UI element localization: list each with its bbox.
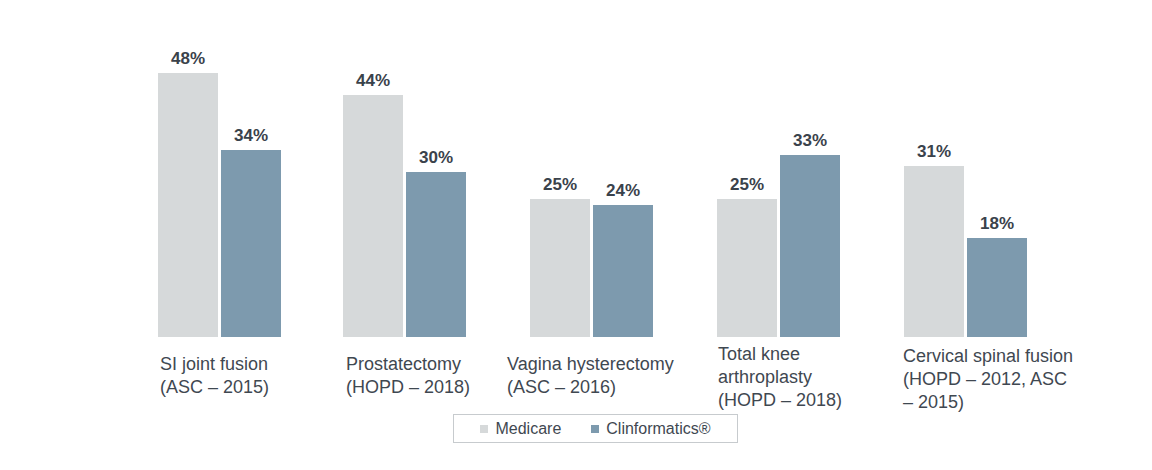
legend-item-clinformatics: Clinformatics® [591, 421, 710, 437]
value-label-clinformatics-3: 24% [593, 182, 653, 199]
legend-swatch-medicare [480, 425, 488, 433]
category-label-4: Total knee arthroplasty (HOPD – 2018) [718, 343, 842, 412]
bar-chart-canvas: 48% 44% 25% 25% 31% 34% 30% 24% 33% 18% SI joint f… [0, 0, 1152, 470]
value-label-clinformatics-5: 18% [967, 215, 1027, 232]
bar-medicare-1 [158, 73, 218, 337]
category-label-2: Prostatectomy (HOPD – 2018) [346, 353, 470, 399]
legend-swatch-clinformatics [591, 425, 599, 433]
category-label-1: SI joint fusion (ASC – 2015) [160, 353, 269, 399]
bar-clinformatics-2 [406, 172, 466, 337]
value-label-medicare-5: 31% [904, 143, 964, 160]
value-label-medicare-4: 25% [717, 176, 777, 193]
bar-medicare-4 [717, 199, 777, 337]
legend-item-medicare: Medicare [480, 421, 561, 437]
value-label-clinformatics-4: 33% [780, 132, 840, 149]
legend-box: Medicare Clinformatics® [453, 414, 738, 443]
legend-label-medicare: Medicare [495, 421, 561, 437]
category-label-3: Vagina hysterectomy (ASC – 2016) [507, 353, 674, 399]
bar-medicare-3 [530, 199, 590, 337]
value-label-medicare-2: 44% [343, 72, 403, 89]
bar-clinformatics-3 [593, 205, 653, 337]
bar-clinformatics-5 [967, 238, 1027, 337]
bar-clinformatics-1 [221, 150, 281, 337]
value-label-clinformatics-1: 34% [221, 127, 281, 144]
value-label-medicare-3: 25% [530, 176, 590, 193]
bar-medicare-2 [343, 95, 403, 337]
plot-area: 48% 44% 25% 25% 31% 34% 30% 24% 33% 18% SI joint f… [0, 0, 1152, 470]
category-label-5: Cervical spinal fusion (HOPD – 2012, ASC… [903, 345, 1073, 414]
value-label-medicare-1: 48% [158, 50, 218, 67]
bar-clinformatics-4 [780, 155, 840, 337]
value-label-clinformatics-2: 30% [406, 149, 466, 166]
bar-medicare-5 [904, 166, 964, 337]
legend-label-clinformatics: Clinformatics® [606, 421, 710, 437]
